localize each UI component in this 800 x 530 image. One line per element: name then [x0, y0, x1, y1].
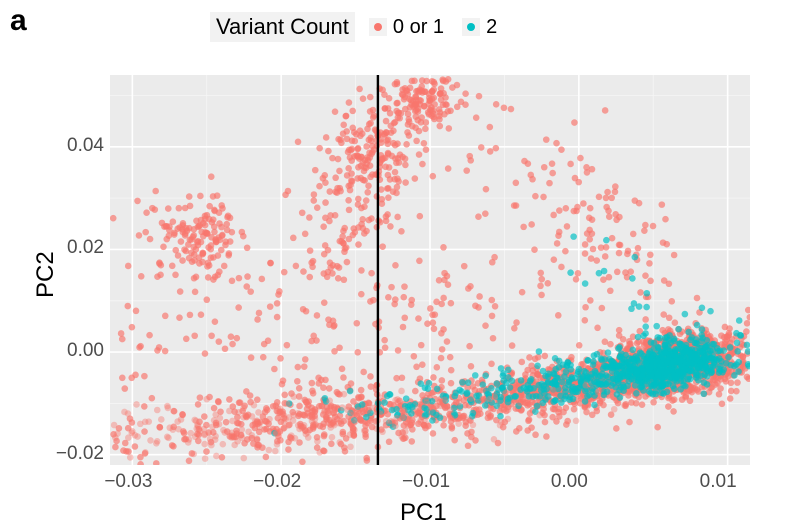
y-tick-label: −0.02: [48, 443, 104, 465]
y-tick-label: 0.00: [48, 340, 104, 362]
x-tick-label: 0.01: [700, 471, 737, 493]
figure-a: a Variant Count 0 or 1 2 PC2 PC1 −0.03−0…: [0, 0, 800, 530]
y-tick-label: 0.04: [48, 135, 104, 157]
x-tick-label: 0.00: [551, 471, 588, 493]
legend: Variant Count 0 or 1 2: [210, 12, 501, 42]
legend-label-1: 2: [486, 16, 497, 39]
legend-title: Variant Count: [210, 12, 355, 42]
x-tick-label: −0.01: [402, 471, 450, 493]
y-tick-label: 0.02: [48, 237, 104, 259]
legend-swatch-0: [369, 18, 387, 36]
plot-area: [110, 75, 750, 465]
x-axis-title: PC1: [400, 499, 447, 527]
legend-entry-1: 2: [458, 14, 501, 41]
scatter-canvas: [110, 75, 750, 465]
legend-label-0: 0 or 1: [393, 16, 444, 39]
x-tick-label: −0.02: [253, 471, 301, 493]
legend-swatch-1: [462, 18, 480, 36]
panel-letter: a: [10, 4, 27, 38]
legend-entry-0: 0 or 1: [365, 14, 448, 41]
x-tick-label: −0.03: [104, 471, 152, 493]
